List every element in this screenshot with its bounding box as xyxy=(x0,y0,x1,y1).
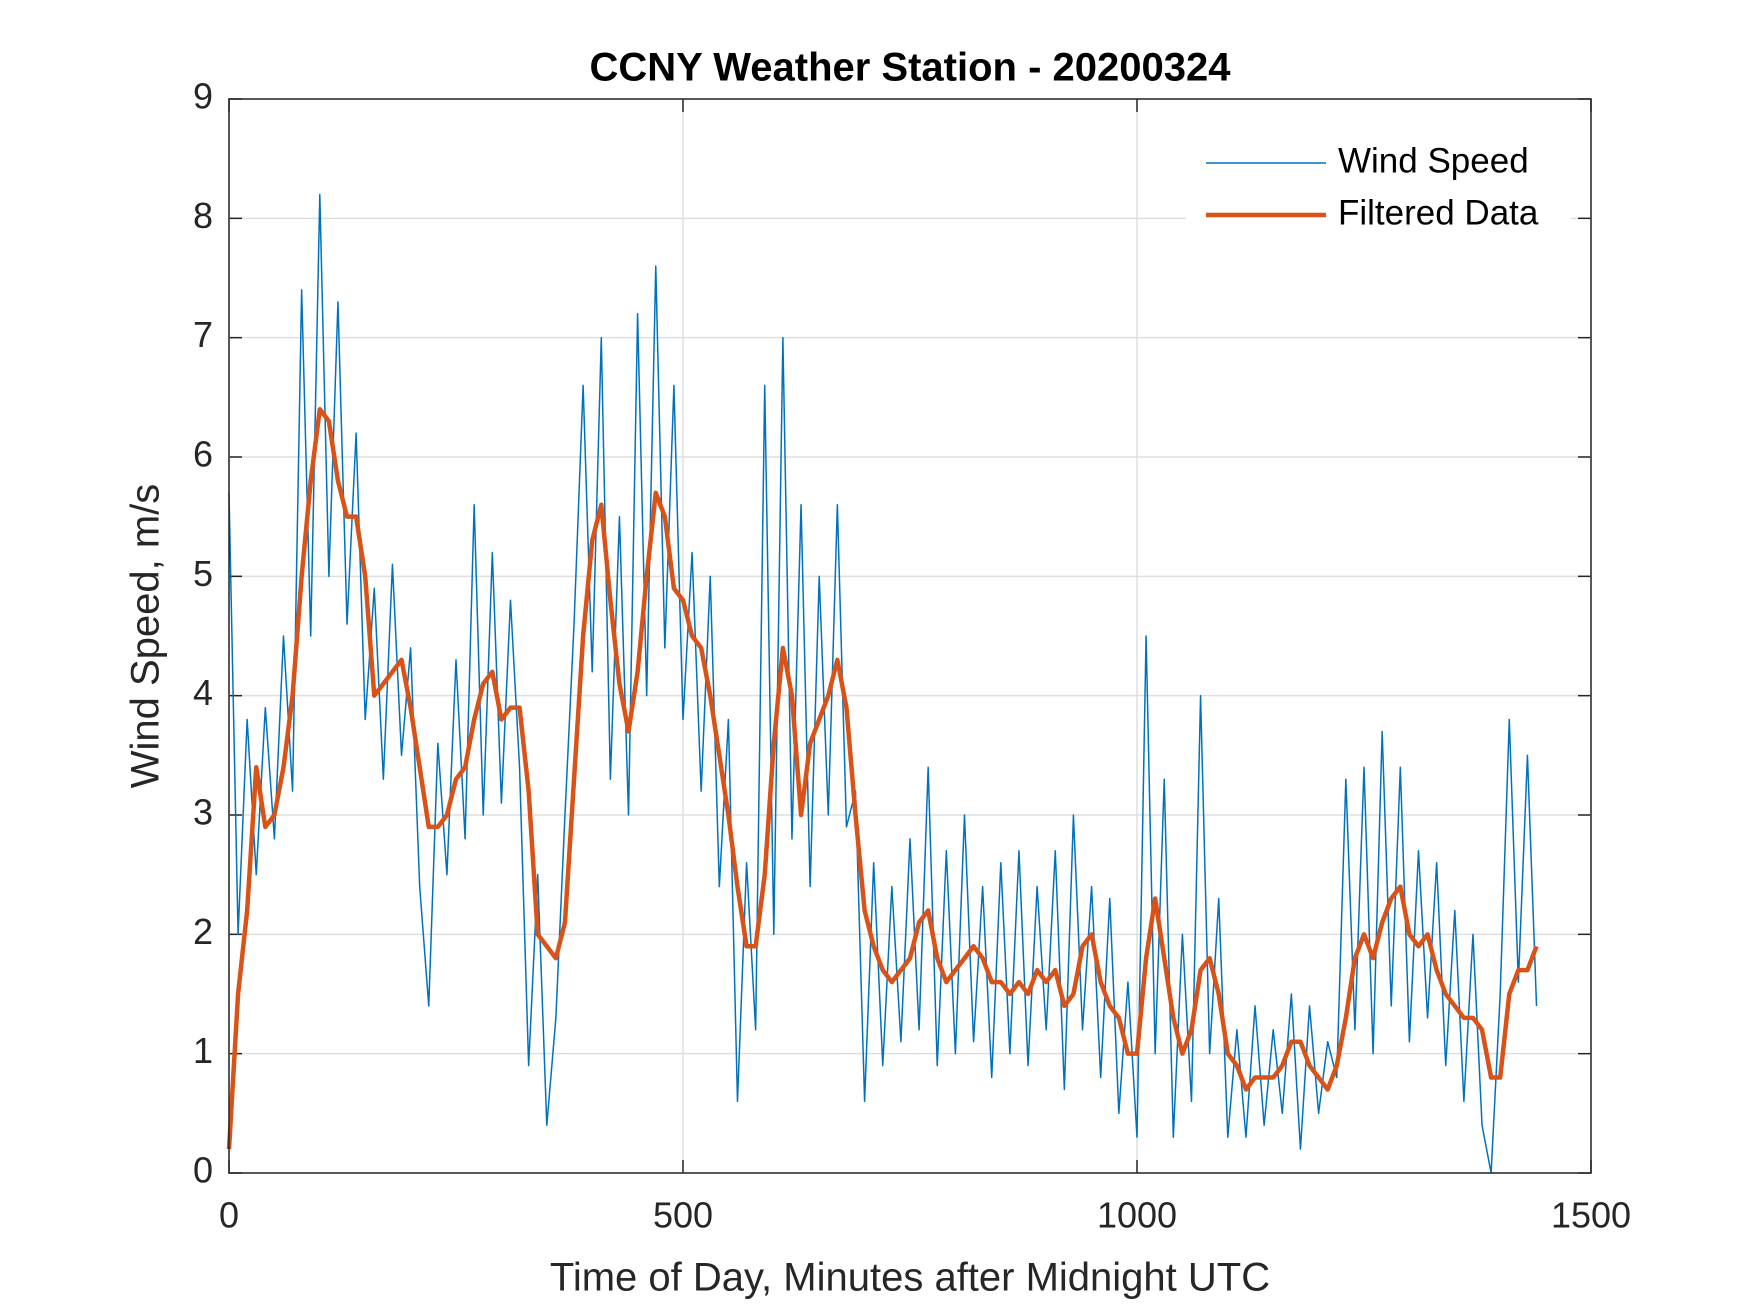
y-tick-label: 1 xyxy=(193,1030,213,1071)
chart-title: CCNY Weather Station - 20200324 xyxy=(590,46,1232,90)
y-tick-label: 9 xyxy=(193,76,213,117)
axes-box xyxy=(228,98,1592,1174)
legend-label: Wind Speed xyxy=(1338,141,1529,180)
data-line xyxy=(226,407,1539,1150)
y-tick-label: 6 xyxy=(193,434,213,475)
x-tick-label: 0 xyxy=(219,1195,239,1236)
x-axis-label: Time of Day, Minutes after Midnight UTC xyxy=(550,1256,1270,1300)
x-tick-label: 1000 xyxy=(1097,1195,1177,1236)
legend-label: Filtered Data xyxy=(1338,193,1539,232)
data-line xyxy=(228,193,1538,1174)
y-tick-label: 5 xyxy=(193,553,213,594)
y-tick-label: 8 xyxy=(193,195,213,236)
x-tick-label: 500 xyxy=(653,1195,713,1236)
legend-box xyxy=(1186,129,1571,249)
x-tick-label: 1500 xyxy=(1551,1195,1631,1236)
y-tick-label: 0 xyxy=(193,1150,213,1191)
plot-area xyxy=(229,99,1591,1173)
y-tick-label: 2 xyxy=(193,911,213,952)
y-tick-label: 7 xyxy=(193,314,213,355)
y-axis-label: Wind Speed, m/s xyxy=(124,484,168,789)
y-tick-label: 4 xyxy=(193,672,213,713)
y-tick-label: 3 xyxy=(193,792,213,833)
